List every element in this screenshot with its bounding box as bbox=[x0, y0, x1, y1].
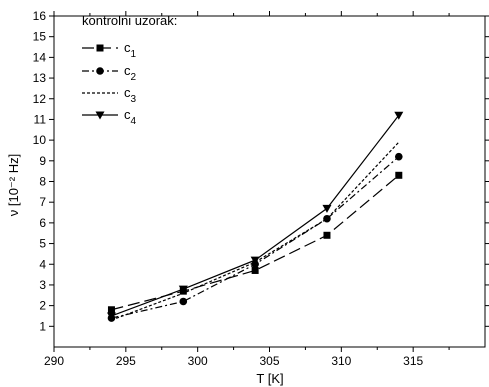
legend-marker-c4 bbox=[95, 111, 105, 120]
plot-frame bbox=[53, 15, 486, 348]
legend-marker-c1 bbox=[96, 44, 104, 52]
y-tick-label: 15 bbox=[33, 30, 47, 44]
y-axis-label: ν [10⁻² Hz] bbox=[6, 154, 21, 217]
series-line-c1 bbox=[111, 174, 400, 311]
legend-label-base: c bbox=[124, 63, 131, 78]
series-line-c4 bbox=[111, 114, 400, 317]
y-tick-label: 13 bbox=[33, 71, 47, 85]
data-point-c2 bbox=[395, 152, 403, 161]
data-point-c1 bbox=[323, 231, 331, 239]
data-point-c2 bbox=[179, 297, 188, 306]
y-tick-label: 16 bbox=[33, 9, 47, 23]
legend-label-subscript: 2 bbox=[131, 72, 137, 83]
series-line-c3 bbox=[111, 141, 400, 321]
data-point-c1 bbox=[251, 266, 259, 274]
data-point-c1 bbox=[107, 306, 115, 314]
legend-item-c2: c2 bbox=[82, 63, 137, 83]
y-tick-label: 4 bbox=[39, 257, 46, 271]
y-tick-label: 10 bbox=[33, 133, 47, 147]
legend-label-c2: c2 bbox=[124, 63, 137, 83]
y-tick-label: 2 bbox=[39, 299, 46, 313]
data-point-c4 bbox=[322, 204, 332, 213]
legend-item-c4: c4 bbox=[82, 107, 137, 127]
y-tick-label: 3 bbox=[39, 278, 46, 292]
x-tick-label: 310 bbox=[331, 354, 351, 368]
y-tick-label: 12 bbox=[33, 92, 47, 106]
y-tick-label: 7 bbox=[39, 195, 46, 209]
axis-ticks: 290 295 300 305 310 3151234567891011121314151… bbox=[33, 9, 489, 368]
x-tick-label: 305 bbox=[259, 354, 279, 368]
series-c2 bbox=[107, 152, 403, 322]
y-tick-label: 14 bbox=[33, 50, 47, 64]
series-c3 bbox=[111, 141, 400, 321]
y-tick-label: 1 bbox=[39, 319, 46, 333]
legend-label-c1: c1 bbox=[124, 40, 137, 60]
legend-label-base: c bbox=[124, 107, 131, 122]
legend-item-c3: c3 bbox=[82, 85, 137, 105]
legend-label-base: c bbox=[124, 40, 131, 55]
legend-marker-c2 bbox=[96, 67, 104, 75]
legend-label-base: c bbox=[124, 85, 131, 100]
legend-label-c4: c4 bbox=[124, 107, 137, 127]
y-tick-label: 11 bbox=[34, 112, 47, 126]
y-tick-label: 9 bbox=[39, 154, 46, 168]
legend-label-subscript: 3 bbox=[131, 94, 137, 105]
legend-item-c1: c1 bbox=[82, 40, 137, 60]
data-point-c4 bbox=[106, 312, 116, 321]
y-tick-label: 6 bbox=[39, 216, 46, 230]
series-c1 bbox=[107, 171, 403, 314]
data-point-c4 bbox=[394, 111, 404, 120]
series-line-c2 bbox=[111, 156, 400, 319]
series-layer bbox=[106, 111, 404, 322]
x-tick-label: 290 bbox=[44, 354, 64, 368]
legend-label-subscript: 1 bbox=[131, 49, 137, 60]
y-tick-label: 5 bbox=[39, 237, 46, 251]
x-tick-label: 315 bbox=[403, 354, 423, 368]
legend-title: kontrolni uzorak: bbox=[82, 13, 177, 28]
y-tick-label: 8 bbox=[39, 175, 46, 189]
data-point-c4 bbox=[250, 256, 260, 265]
legend-label-subscript: 4 bbox=[131, 116, 137, 127]
x-tick-label: 295 bbox=[116, 354, 136, 368]
data-point-c4 bbox=[178, 285, 188, 294]
x-tick-label: 300 bbox=[188, 354, 208, 368]
series-c4 bbox=[106, 111, 404, 321]
data-point-c1 bbox=[395, 171, 403, 179]
legend-label-c3: c3 bbox=[124, 85, 137, 105]
x-axis-label: T [K] bbox=[256, 371, 283, 386]
